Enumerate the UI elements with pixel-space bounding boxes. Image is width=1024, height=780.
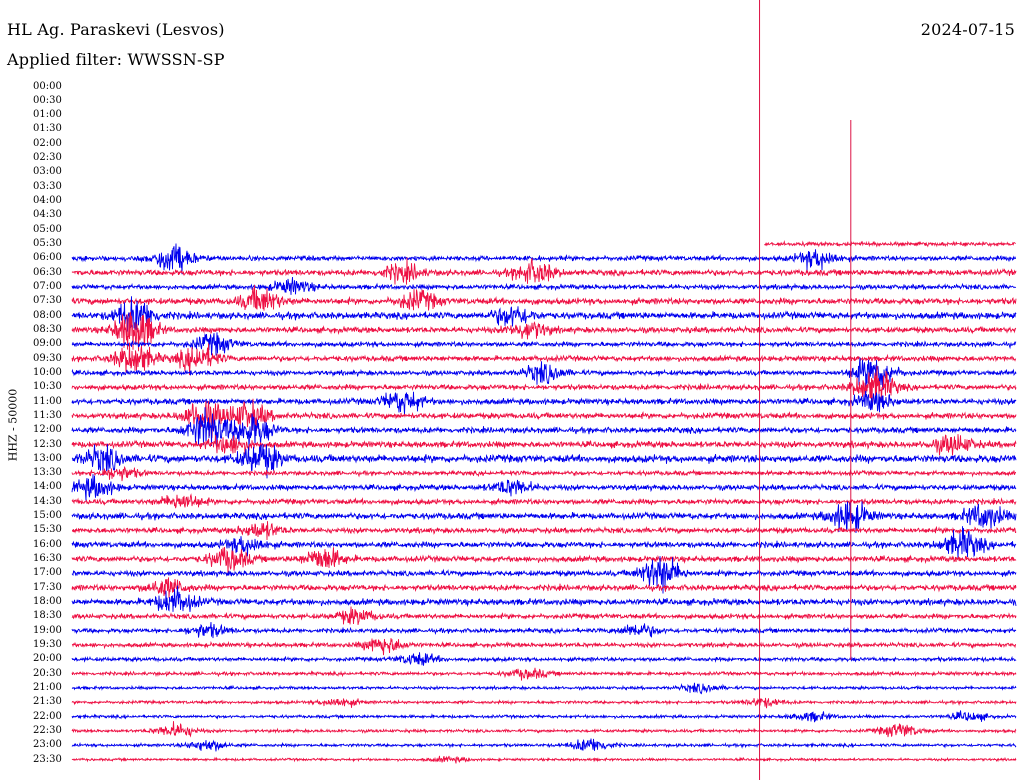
- trace-2230: [71, 721, 1017, 738]
- trace-1930: [71, 638, 1016, 656]
- trace-1700: [71, 556, 1017, 594]
- y-tick-label: 10:30: [33, 381, 62, 393]
- trace-1500: [71, 501, 1017, 534]
- y-tick-label: 05:30: [33, 238, 62, 250]
- y-tick-label: 12:30: [33, 438, 62, 450]
- y-tick-label: 00:30: [33, 94, 62, 106]
- trace-0600: [71, 243, 1016, 275]
- y-tick-label: 11:30: [33, 409, 62, 421]
- y-tick-label: 09:00: [33, 338, 62, 350]
- trace-1600: [71, 526, 1017, 559]
- y-tick-label: 15:00: [33, 510, 62, 522]
- trace-1030: [71, 365, 1017, 405]
- y-tick-label: 16:30: [33, 553, 62, 565]
- y-tick-label: 20:00: [33, 653, 62, 665]
- trace-1530: [72, 521, 1017, 541]
- y-tick-label: 04:00: [33, 195, 62, 207]
- trace-1230: [71, 434, 1017, 456]
- station-title: HL Ag. Paraskevi (Lesvos): [7, 20, 225, 39]
- y-tick-label: 02:00: [33, 137, 62, 149]
- y-tick-label: 18:00: [33, 596, 62, 608]
- trace-1200: [71, 407, 1017, 451]
- y-tick-label: 08:00: [33, 309, 62, 321]
- trace-0700: [71, 276, 1017, 295]
- y-tick-label: 11:00: [33, 395, 62, 407]
- trace-1000: [71, 357, 1017, 394]
- trace-0930: [71, 342, 1017, 376]
- trace-1630: [71, 546, 1017, 576]
- y-tick-label: 06:00: [33, 252, 62, 264]
- y-tick-label: 15:30: [33, 524, 62, 536]
- y-tick-label: 03:30: [33, 180, 62, 192]
- trace-2100: [71, 682, 1017, 695]
- trace-1300: [71, 443, 1017, 479]
- trace-1130: [71, 398, 1017, 438]
- y-tick-label: 14:00: [33, 481, 62, 493]
- y-tick-label: 03:00: [33, 166, 62, 178]
- trace-1400: [71, 474, 1017, 501]
- trace-1900: [71, 622, 1017, 639]
- trace-2300: [71, 738, 1017, 752]
- y-tick-label: 18:30: [33, 610, 62, 622]
- y-tick-label: 19:00: [33, 624, 62, 636]
- y-tick-label: 21:30: [33, 696, 62, 708]
- y-tick-label: 04:30: [33, 209, 62, 221]
- trace-0800: [71, 296, 1017, 332]
- y-tick-label: 05:00: [33, 223, 62, 235]
- y-tick-label: 17:30: [33, 581, 62, 593]
- y-tick-label: 06:30: [33, 266, 62, 278]
- y-tick-label: 01:00: [33, 109, 62, 121]
- trace-0900: [71, 332, 1017, 356]
- y-tick-label: 10:00: [33, 366, 62, 378]
- trace-1430: [71, 493, 1017, 509]
- date-label: 2024-07-15: [920, 20, 1015, 39]
- y-tick-label: 23:30: [33, 753, 62, 765]
- filter-subtitle: Applied filter: WWSSN-SP: [7, 50, 225, 69]
- trace-2130: [71, 697, 1017, 709]
- trace-1330: [71, 465, 1016, 482]
- y-tick-label: 21:00: [33, 681, 62, 693]
- y-tick-label: 13:30: [33, 467, 62, 479]
- y-tick-label: 02:30: [33, 152, 62, 164]
- y-tick-label: 01:30: [33, 123, 62, 135]
- y-tick-label: 12:00: [33, 424, 62, 436]
- trace-2030: [71, 667, 1017, 681]
- y-tick-label: 22:30: [33, 724, 62, 736]
- trace-2000: [71, 652, 1017, 666]
- y-tick-label: 13:00: [33, 452, 62, 464]
- trace-2330: [71, 755, 1017, 764]
- y-tick-label: 23:00: [33, 739, 62, 751]
- y-tick-label: 14:30: [33, 495, 62, 507]
- y-tick-label: 17:00: [33, 567, 62, 579]
- trace-0830: [71, 311, 1017, 352]
- y-tick-label: 19:30: [33, 638, 62, 650]
- y-tick-label: 00:00: [33, 80, 62, 92]
- trace-0730: [71, 284, 1017, 311]
- y-tick-label: 16:00: [33, 538, 62, 550]
- trace-1830: [71, 606, 1017, 625]
- y-tick-label: 20:30: [33, 667, 62, 679]
- y-tick-label: 09:30: [33, 352, 62, 364]
- y-tick-label: 08:30: [33, 323, 62, 335]
- y-tick-label: 22:00: [33, 710, 62, 722]
- y-tick-label: 07:00: [33, 280, 62, 292]
- trace-0630: [71, 257, 1017, 285]
- trace-2200: [71, 710, 1017, 723]
- trace-1730: [71, 577, 1017, 599]
- trace-1100: [71, 391, 1017, 415]
- y-tick-label: 07:30: [33, 295, 62, 307]
- trace-1800: [71, 585, 1017, 612]
- trace-0530: [764, 239, 1016, 248]
